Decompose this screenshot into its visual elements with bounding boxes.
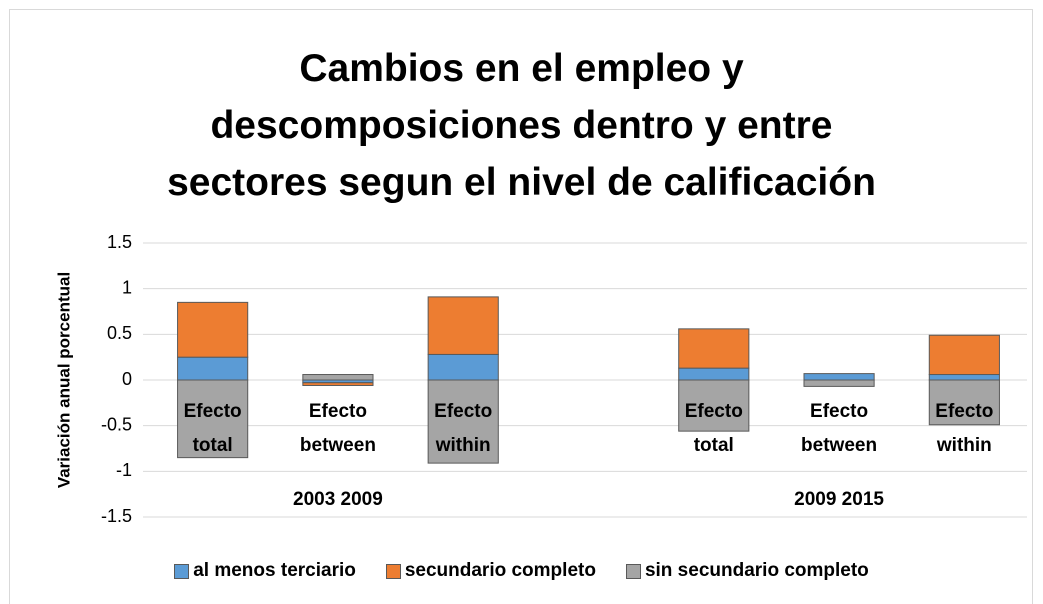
group-label: 2009 2015 [794, 489, 884, 510]
bar-segment [928, 334, 1000, 376]
bar-segment [803, 373, 875, 381]
legend-item: secundario completo [385, 560, 596, 582]
legend-label: al menos terciario [193, 560, 356, 581]
y-tick-label: 1 [122, 277, 132, 297]
bar-segment [427, 379, 499, 464]
bar-segment [928, 379, 1000, 426]
legend-swatch [625, 563, 641, 579]
bar-segment [803, 379, 875, 387]
x-tick-label: Efecto total [183, 401, 242, 456]
y-axis-label: Variación anual porcentual [54, 272, 73, 488]
bar-segment [427, 353, 499, 381]
legend-label: sin secundario completo [644, 560, 869, 581]
legend-item: al menos terciario [174, 560, 356, 582]
bar-segment [302, 382, 374, 386]
y-tick-label: -1 [116, 460, 132, 480]
x-tick-label: Efecto between [801, 401, 878, 456]
legend: al menos terciario secundario completo sin… [0, 560, 1043, 582]
group-label: 2003 2009 [293, 489, 383, 510]
bar-segment [427, 296, 499, 355]
legend-swatch [385, 563, 401, 579]
y-tick-label: 0.5 [107, 323, 132, 343]
bar-segment [678, 367, 750, 381]
bar-segment [177, 356, 249, 381]
bar-segment [177, 301, 249, 358]
y-tick-label: 0 [122, 369, 132, 389]
bar-segment [678, 328, 750, 369]
chart-title: Cambios en el empleo y descomposiciones … [167, 47, 876, 204]
bar-segment [678, 379, 750, 432]
x-tick-label: Efecto between [299, 401, 376, 456]
bar-segment [177, 379, 249, 459]
legend-label: secundario completo [404, 560, 596, 581]
x-tick-label: Efecto within [935, 401, 994, 456]
legend-swatch [174, 563, 190, 579]
x-tick-label: Efecto within [434, 401, 493, 456]
bar-segment [928, 374, 1000, 381]
legend-item: sin secundario completo [625, 560, 869, 582]
y-tick-label: -0.5 [101, 414, 132, 434]
y-tick-label: -1.5 [101, 506, 132, 526]
bar-segment [302, 374, 374, 381]
y-tick-label: 1.5 [107, 232, 132, 252]
chart-border [9, 9, 1033, 604]
x-tick-label: Efecto total [684, 401, 743, 456]
